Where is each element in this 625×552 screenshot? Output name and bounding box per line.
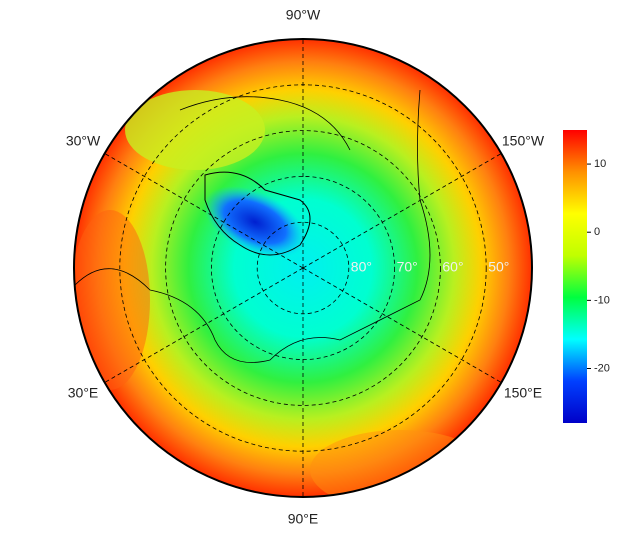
colorbar-tick-label: 10 [594,158,606,170]
longitude-label: 150°E [504,385,542,401]
latitude-label: 60° [442,259,463,275]
longitude-label: 90°E [288,511,319,527]
longitude-label: 30°W [66,133,101,149]
colorbar-tick-label: -10 [594,294,610,306]
meridian [104,267,304,383]
map-border [73,38,533,498]
latitude-label: 70° [397,259,418,275]
colorbar-ramp [563,130,587,423]
longitude-label: 30°E [68,385,99,401]
colorbar: -20 -10 0 10 [563,130,610,423]
colorbar-tick-label: -20 [594,362,610,374]
latitude-label: 80° [351,259,372,275]
meridian [302,267,502,383]
latitude-circle [165,130,441,406]
colorbar-tick-label: 0 [594,226,600,238]
meridian [104,153,304,269]
latitude-label: 50° [488,259,509,275]
longitude-label: 90°W [286,7,321,23]
latitude-circle [210,175,395,360]
meridian [302,153,502,269]
graticule [104,39,502,497]
longitude-label: 150°W [502,133,545,149]
latitude-circle [256,221,350,315]
latitude-circle [119,84,487,452]
